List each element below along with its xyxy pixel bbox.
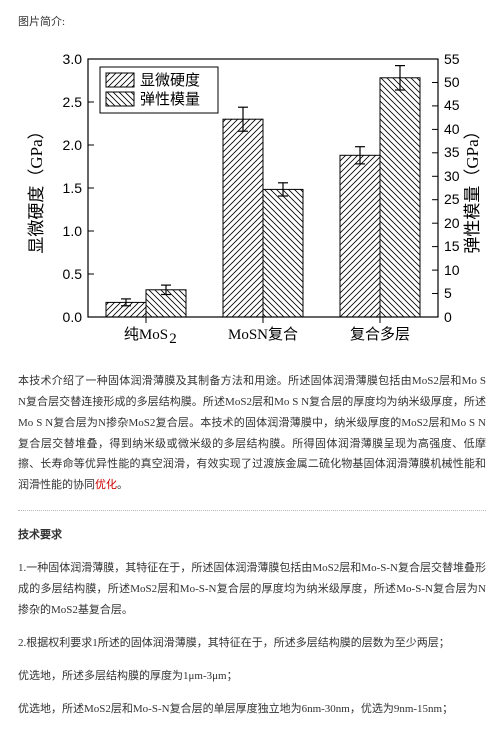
svg-text:10: 10 xyxy=(444,262,460,278)
svg-text:50: 50 xyxy=(444,74,460,90)
legend-item-2: 弹性模量 xyxy=(140,91,200,108)
legend-item-1: 显微硬度 xyxy=(140,72,200,89)
svg-text:5: 5 xyxy=(444,285,452,301)
divider xyxy=(18,510,486,511)
bar-chart: 0.0 0.5 1.0 1.5 2.0 2.5 3.0 0 5 10 15 20… xyxy=(18,39,486,361)
svg-text:55: 55 xyxy=(444,51,460,67)
svg-text:0.5: 0.5 xyxy=(63,266,83,282)
svg-text:2.0: 2.0 xyxy=(63,137,83,153)
section-title: 技术要求 xyxy=(18,525,486,546)
svg-text:30: 30 xyxy=(444,168,460,184)
svg-text:25: 25 xyxy=(444,191,460,207)
paragraph-tail: 。 xyxy=(117,479,128,491)
requirement-1: 1.一种固体润滑薄膜，其特征在于，所述固体润滑薄膜包括由MoS2层和Mo-S-N… xyxy=(18,558,486,621)
svg-text:2: 2 xyxy=(169,331,177,347)
bar-hardness-3 xyxy=(340,155,380,317)
svg-text:0.0: 0.0 xyxy=(63,309,83,325)
bar-modulus-3 xyxy=(380,78,420,317)
svg-text:1.5: 1.5 xyxy=(63,180,83,196)
paragraph-text: 本技术介绍了一种固体润滑薄膜及其制备方法和用途。所述固体润滑薄膜包括由MoS2层… xyxy=(18,375,486,491)
bar-modulus-2 xyxy=(263,189,303,317)
bar-hardness-2 xyxy=(223,119,263,317)
requirement-2: 2.根据权利要求1所述的固体润滑薄膜，其特征在于，所述多层结构膜的层数为至少两层… xyxy=(18,633,486,654)
svg-text:0: 0 xyxy=(444,309,452,325)
intro-label: 图片简介: xyxy=(18,12,486,33)
svg-text:3.0: 3.0 xyxy=(63,51,83,67)
cat-label-2: MoSN复合 xyxy=(228,325,298,343)
svg-text:35: 35 xyxy=(444,144,460,160)
svg-text:1.0: 1.0 xyxy=(63,223,83,239)
svg-text:45: 45 xyxy=(444,97,460,113)
paragraph-red: 优化 xyxy=(95,479,117,491)
main-paragraph: 本技术介绍了一种固体润滑薄膜及其制备方法和用途。所述固体润滑薄膜包括由MoS2层… xyxy=(18,371,486,496)
left-axis-title: 显微硬度（GPa） xyxy=(27,122,46,253)
svg-text:20: 20 xyxy=(444,215,460,231)
legend: 显微硬度 弹性模量 xyxy=(100,67,218,113)
svg-text:40: 40 xyxy=(444,121,460,137)
option-1: 优选地，所述多层结构膜的厚度为1μm-3μm； xyxy=(18,666,486,687)
right-axis-title: 弹性模量（GPa） xyxy=(463,122,482,253)
cat-label-3: 复合多层 xyxy=(350,325,410,343)
option-2: 优选地，所述MoS2层和Mo-S-N复合层的单层厚度独立地为6nm-30nm，优… xyxy=(18,699,486,720)
svg-text:2.5: 2.5 xyxy=(63,94,83,110)
svg-text:15: 15 xyxy=(444,238,460,254)
cat-label-1: 纯MoS xyxy=(124,326,168,343)
